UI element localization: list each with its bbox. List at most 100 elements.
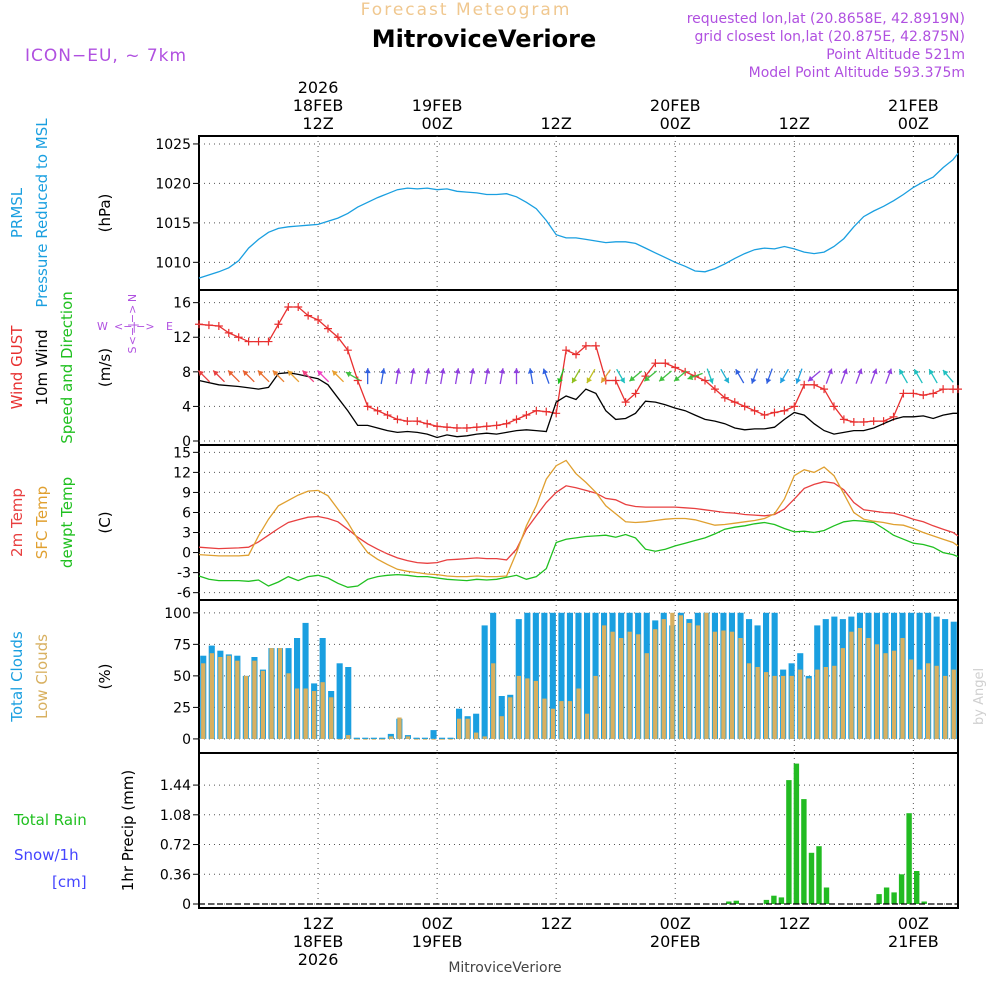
panel-unit: (C) xyxy=(96,511,114,533)
y-tick-label: 75 xyxy=(173,637,191,653)
wind-arrow xyxy=(687,372,703,380)
bar-total-rain xyxy=(763,899,770,904)
wind-arrow-head xyxy=(929,369,935,376)
bar-low-clouds xyxy=(439,738,445,740)
wind-arrow-head xyxy=(942,370,949,376)
panel-label-line: SFC Temp xyxy=(33,486,51,559)
bar-low-clouds xyxy=(354,738,359,740)
gust-marker xyxy=(413,417,422,426)
gust-marker xyxy=(869,417,878,426)
gust-marker xyxy=(214,321,223,330)
bar-total-clouds xyxy=(473,713,480,739)
compass-horizontal: <−|−> xyxy=(114,320,155,333)
bar-low-clouds xyxy=(661,619,666,739)
top-time-label: 2026 xyxy=(298,78,339,97)
panel-frame xyxy=(198,444,959,601)
wind-arrow-head xyxy=(765,377,772,384)
wind-arrow xyxy=(928,368,938,384)
wind-arrow xyxy=(499,368,506,385)
closest-coords: grid closest lon,lat (20.875E, 42.875N) xyxy=(695,29,965,45)
model-point-altitude: Model Point Altitude 593.375m xyxy=(749,65,965,81)
gust-marker xyxy=(443,423,452,432)
bar-low-clouds xyxy=(840,648,845,739)
wind-arrow-head xyxy=(780,377,786,384)
gust-marker xyxy=(621,398,630,407)
wind-arrow xyxy=(454,368,461,385)
wind-arrow-head xyxy=(527,368,534,374)
gust-marker xyxy=(482,422,491,431)
wind-arrow-head xyxy=(795,377,802,384)
bar-low-clouds xyxy=(636,634,641,739)
bar-total-rain xyxy=(786,780,792,904)
top-time-label: 12Z xyxy=(302,114,333,133)
wind-arrow xyxy=(750,368,758,384)
gust-marker xyxy=(939,385,948,394)
y-tick-label: 1015 xyxy=(155,216,191,232)
footer-station: MitroviceVeriore xyxy=(448,960,561,976)
panel-unit: (%) xyxy=(96,664,114,690)
bar-low-clouds xyxy=(363,738,368,740)
gust-marker xyxy=(224,328,233,337)
wind-arrow xyxy=(807,370,821,382)
wind-arrow xyxy=(212,370,225,383)
wind-arrow xyxy=(586,368,596,384)
bar-low-clouds xyxy=(516,675,521,739)
gust-marker xyxy=(770,408,779,417)
wind-arrow-head xyxy=(424,368,431,374)
y-tick-label: 1020 xyxy=(155,176,191,192)
series-line-dewpt-temp xyxy=(198,519,959,588)
bar-total-rain xyxy=(898,874,905,904)
y-tick-label: 1010 xyxy=(155,255,191,271)
gust-marker xyxy=(849,417,858,426)
panel-label-line: Speed and Direction xyxy=(58,291,76,444)
wind-arrow xyxy=(706,368,714,384)
wind-arrow xyxy=(629,370,643,382)
wind-arrow-head xyxy=(827,368,833,375)
bar-total-rain xyxy=(891,892,897,904)
bar-total-clouds xyxy=(302,622,309,739)
wind-arrow-head xyxy=(687,374,694,380)
gust-marker xyxy=(720,393,729,402)
bar-low-clouds xyxy=(764,672,769,739)
wind-arrow xyxy=(840,368,848,384)
top-time-label: 12Z xyxy=(779,114,810,133)
panel-label-line: Total Clouds xyxy=(8,631,26,723)
gust-marker xyxy=(264,337,273,346)
wind-arrow xyxy=(331,370,345,383)
gust-marker xyxy=(492,421,501,430)
gust-marker xyxy=(433,422,442,431)
bar-low-clouds xyxy=(883,653,888,739)
station-title: MitroviceVeriore xyxy=(372,25,596,53)
gust-marker xyxy=(403,417,412,426)
gust-marker xyxy=(730,398,739,407)
wind-arrow-head xyxy=(750,377,757,384)
gust-marker xyxy=(353,376,362,385)
bar-total-rain xyxy=(816,846,822,904)
bar-total-clouds xyxy=(439,737,446,739)
wind-arrow xyxy=(394,368,401,385)
bar-low-clouds xyxy=(806,678,811,739)
wind-arrow-head xyxy=(659,375,665,382)
wind-arrow-head xyxy=(886,368,893,375)
bar-total-rain xyxy=(793,763,800,904)
gust-marker xyxy=(254,337,263,346)
gust-marker xyxy=(591,341,600,350)
gust-marker xyxy=(204,321,213,330)
bar-low-clouds xyxy=(866,638,871,739)
bar-total-rain xyxy=(921,901,927,904)
y-tick-label: 0.36 xyxy=(160,867,191,883)
wind-arrow xyxy=(855,368,863,384)
wind-arrow xyxy=(643,370,657,382)
bar-total-rain xyxy=(726,901,732,904)
wind-arrow xyxy=(795,368,803,384)
y-tick-label: 12 xyxy=(173,465,191,481)
bar-low-clouds xyxy=(644,653,649,739)
bar-low-clouds xyxy=(414,738,419,740)
bar-low-clouds xyxy=(218,657,223,739)
wind-arrow-head xyxy=(332,370,338,377)
y-tick-label: 4 xyxy=(182,399,191,415)
gust-marker xyxy=(472,423,481,432)
wind-arrow xyxy=(870,368,878,384)
y-tick-label: 0 xyxy=(182,732,191,748)
wind-arrow-head xyxy=(242,370,249,377)
